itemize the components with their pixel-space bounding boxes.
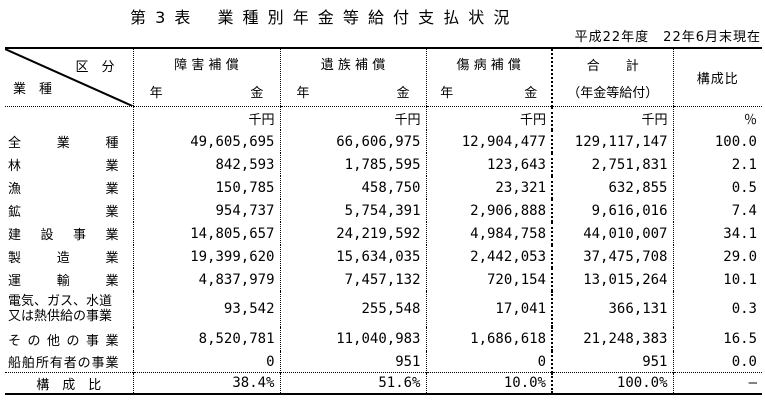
cell-value: 255,548 bbox=[279, 291, 426, 327]
header-disability-pension: 障 害 補 償 年 金 bbox=[132, 48, 280, 107]
cell-value: 150,785 bbox=[132, 176, 280, 199]
table-row-mining: 鉱 業 954,737 5,754,391 2,906,888 9,616,01… bbox=[5, 199, 762, 222]
cell-value: 14,805,657 bbox=[132, 222, 280, 245]
cell-value: 23,321 bbox=[425, 176, 552, 199]
unit-label: 千円 bbox=[551, 106, 673, 130]
cell-value: 17,041 bbox=[425, 291, 552, 327]
cell-value: 38.4% bbox=[132, 372, 280, 394]
cell-value: 10.1 bbox=[672, 268, 762, 291]
table-row-manufacturing: 製 造 業 19,399,620 15,634,035 2,442,053 37… bbox=[5, 245, 762, 268]
cell-value: 49,605,695 bbox=[132, 130, 280, 153]
cell-value: 632,855 bbox=[551, 176, 673, 199]
cell-value: 0.0 bbox=[672, 351, 762, 373]
cell-value: 8,520,781 bbox=[132, 327, 280, 351]
cell-value: 16.5 bbox=[672, 327, 762, 351]
row-label: 運 輸 業 bbox=[8, 274, 119, 289]
cell-value: 458,750 bbox=[279, 176, 426, 199]
date-note: 平成22年度 22年6月末現在 bbox=[574, 30, 761, 45]
row-label: 製 造 業 bbox=[8, 251, 119, 266]
cell-value: 21,248,383 bbox=[551, 327, 673, 351]
cell-value: 2.1 bbox=[672, 153, 762, 176]
table-row-fishery: 漁 業 150,785 458,750 23,321 632,855 0.5 bbox=[5, 176, 762, 199]
units-row: 千円 千円 千円 千円 ％ bbox=[5, 106, 762, 131]
unit-label: 千円 bbox=[425, 106, 552, 130]
units-empty-cell bbox=[5, 107, 133, 131]
cell-value: 0 bbox=[425, 351, 552, 373]
cell-value: 100.0 bbox=[672, 130, 762, 153]
cell-value: 24,219,592 bbox=[279, 222, 426, 245]
cell-value: 15,634,035 bbox=[279, 245, 426, 268]
cell-value: 1,785,595 bbox=[279, 153, 426, 176]
cell-value: 954,737 bbox=[132, 199, 280, 222]
row-label: 林 業 bbox=[8, 159, 119, 174]
cell-value: 951 bbox=[279, 351, 426, 373]
unit-label: 千円 bbox=[279, 106, 426, 130]
footer-label: 構 成 比 bbox=[5, 372, 133, 394]
cell-value: 11,040,983 bbox=[279, 327, 426, 351]
table-row-transport: 運 輸 業 4,837,979 7,457,132 720,154 13,015… bbox=[5, 268, 762, 291]
row-label-line2: 又は熱供給の事業 bbox=[8, 309, 113, 324]
row-label: 建 設 事 業 bbox=[8, 228, 119, 243]
header-injury-pension: 傷 病 補 償 年 金 bbox=[425, 48, 552, 107]
cell-value: 1,686,618 bbox=[425, 327, 552, 351]
cell-value: 0.3 bbox=[672, 291, 762, 327]
corner-label-gyoshu: 業 種 bbox=[13, 82, 53, 97]
row-label: そ の 他 の 事 業 bbox=[8, 333, 119, 349]
header-total: 合 計 （年金等給付） bbox=[551, 48, 673, 107]
cell-value: 5,754,391 bbox=[279, 199, 426, 222]
unit-label: ％ bbox=[672, 106, 762, 130]
cell-value: 0 bbox=[132, 351, 280, 373]
cell-value: — bbox=[672, 372, 762, 394]
cell-value: 29.0 bbox=[672, 245, 762, 268]
cell-value: 66,606,975 bbox=[279, 130, 426, 153]
cell-value: 2,906,888 bbox=[425, 199, 552, 222]
pension-payment-table: 区 分 業 種 障 害 補 償 年 金 遺 族 補 償 年 金 bbox=[5, 47, 762, 395]
table-row-shipowners: 船舶所有者の事業 0 951 0 951 0.0 bbox=[5, 351, 762, 373]
cell-value: 951 bbox=[551, 351, 673, 373]
table-row-all-industries: 全 業 種 49,605,695 66,606,975 12,904,477 1… bbox=[5, 130, 762, 153]
cell-value: 7.4 bbox=[672, 199, 762, 222]
table-header-row: 区 分 業 種 障 害 補 償 年 金 遺 族 補 償 年 金 bbox=[5, 48, 762, 107]
corner-header-cell: 区 分 業 種 bbox=[5, 48, 133, 107]
cell-value: 842,593 bbox=[132, 153, 280, 176]
table-row-composition-ratio: 構 成 比 38.4% 51.6% 10.0% 100.0% — bbox=[5, 372, 762, 394]
cell-value: 34.1 bbox=[672, 222, 762, 245]
cell-value: 7,457,132 bbox=[279, 268, 426, 291]
cell-value: 0.5 bbox=[672, 176, 762, 199]
table-row-construction: 建 設 事 業 14,805,657 24,219,592 4,984,758 … bbox=[5, 222, 762, 245]
cell-value: 19,399,620 bbox=[132, 245, 280, 268]
row-label: 漁 業 bbox=[8, 182, 119, 197]
cell-value: 12,904,477 bbox=[425, 130, 552, 153]
cell-value: 100.0% bbox=[551, 372, 673, 394]
cell-value: 93,542 bbox=[132, 291, 280, 327]
corner-label-kubun: 区 分 bbox=[75, 60, 115, 75]
row-label: 船舶所有者の事業 bbox=[8, 356, 119, 371]
cell-value: 129,117,147 bbox=[551, 130, 673, 153]
cell-value: 4,984,758 bbox=[425, 222, 552, 245]
cell-value: 366,131 bbox=[551, 291, 673, 327]
row-label: 全 業 種 bbox=[8, 136, 119, 151]
table-row-utilities: 電気、ガス、水道 又は熱供給の事業 93,542 255,548 17,041 … bbox=[5, 291, 762, 327]
cell-value: 13,015,264 bbox=[551, 268, 673, 291]
cell-value: 37,475,708 bbox=[551, 245, 673, 268]
page-title: 第 3 表 業 種 別 年 金 等 給 付 支 払 状 況 bbox=[130, 8, 512, 27]
row-label-line1: 電気、ガス、水道 bbox=[8, 294, 113, 309]
table-row-other-industries: そ の 他 の 事 業 8,520,781 11,040,983 1,686,6… bbox=[5, 327, 762, 351]
header-composition-ratio: 構成比 bbox=[672, 48, 762, 107]
cell-value: 10.0% bbox=[425, 372, 552, 394]
cell-value: 720,154 bbox=[425, 268, 552, 291]
cell-value: 44,010,007 bbox=[551, 222, 673, 245]
header-survivor-pension: 遺 族 補 償 年 金 bbox=[279, 48, 426, 107]
diagonal-line bbox=[5, 49, 133, 106]
cell-value: 9,616,016 bbox=[551, 199, 673, 222]
cell-value: 51.6% bbox=[279, 372, 426, 394]
cell-value: 4,837,979 bbox=[132, 268, 280, 291]
cell-value: 2,442,053 bbox=[425, 245, 552, 268]
cell-value: 123,643 bbox=[425, 153, 552, 176]
row-label: 鉱 業 bbox=[8, 205, 119, 220]
table-row-forestry: 林 業 842,593 1,785,595 123,643 2,751,831 … bbox=[5, 153, 762, 176]
unit-label: 千円 bbox=[132, 106, 280, 130]
cell-value: 2,751,831 bbox=[551, 153, 673, 176]
